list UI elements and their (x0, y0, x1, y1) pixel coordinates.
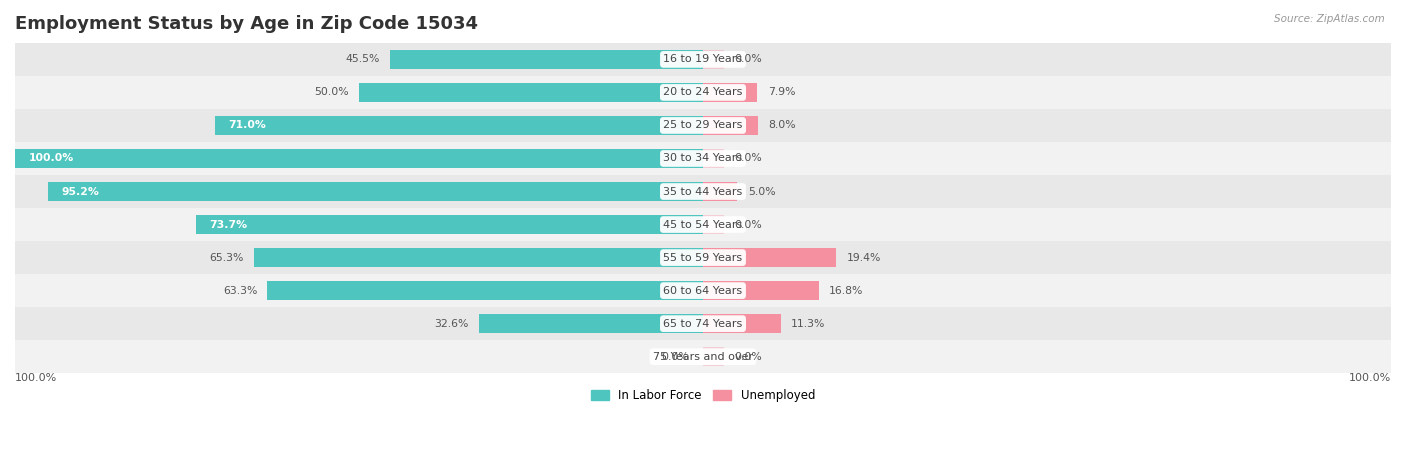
Bar (15, 76, 1391, 109)
Bar (703, 149, 724, 168)
Text: 75 Years and over: 75 Years and over (652, 352, 754, 362)
Bar (703, 215, 724, 234)
Text: 25 to 29 Years: 25 to 29 Years (664, 120, 742, 130)
Text: 5.0%: 5.0% (748, 187, 775, 197)
Legend: In Labor Force, Unemployed: In Labor Force, Unemployed (586, 384, 820, 407)
Text: 65.3%: 65.3% (209, 253, 243, 262)
Text: 35 to 44 Years: 35 to 44 Years (664, 187, 742, 197)
Text: 16.8%: 16.8% (830, 285, 863, 295)
Bar (215, 116, 703, 135)
Text: 0.0%: 0.0% (661, 352, 689, 362)
Text: 50.0%: 50.0% (314, 87, 349, 97)
Bar (15, 208, 1391, 241)
Text: 45 to 54 Years: 45 to 54 Years (664, 220, 742, 230)
Text: 73.7%: 73.7% (209, 220, 247, 230)
Text: 7.9%: 7.9% (768, 87, 796, 97)
Text: 95.2%: 95.2% (62, 187, 100, 197)
Text: 19.4%: 19.4% (846, 253, 882, 262)
Bar (15, 274, 1391, 307)
Bar (703, 314, 780, 333)
Bar (703, 116, 758, 135)
Bar (703, 281, 818, 300)
Text: 0.0%: 0.0% (734, 352, 762, 362)
Bar (478, 314, 703, 333)
Bar (703, 83, 758, 102)
Text: 100.0%: 100.0% (1348, 373, 1391, 383)
Text: 55 to 59 Years: 55 to 59 Years (664, 253, 742, 262)
Text: 65 to 74 Years: 65 to 74 Years (664, 318, 742, 329)
Text: 20 to 24 Years: 20 to 24 Years (664, 87, 742, 97)
Text: 30 to 34 Years: 30 to 34 Years (664, 153, 742, 163)
Bar (389, 50, 703, 69)
Bar (703, 347, 724, 366)
Bar (15, 340, 1391, 373)
Text: 100.0%: 100.0% (28, 153, 75, 163)
Bar (48, 182, 703, 201)
Text: Employment Status by Age in Zip Code 15034: Employment Status by Age in Zip Code 150… (15, 15, 478, 33)
Text: 0.0%: 0.0% (734, 153, 762, 163)
Bar (15, 175, 1391, 208)
Text: 60 to 64 Years: 60 to 64 Years (664, 285, 742, 295)
Bar (253, 248, 703, 267)
Text: 0.0%: 0.0% (734, 55, 762, 64)
Text: 0.0%: 0.0% (734, 220, 762, 230)
Text: 71.0%: 71.0% (228, 120, 266, 130)
Bar (359, 83, 703, 102)
Text: 16 to 19 Years: 16 to 19 Years (664, 55, 742, 64)
Bar (15, 43, 1391, 76)
Text: 8.0%: 8.0% (768, 120, 796, 130)
Bar (703, 182, 737, 201)
Text: Source: ZipAtlas.com: Source: ZipAtlas.com (1274, 14, 1385, 23)
Bar (15, 109, 1391, 142)
Text: 45.5%: 45.5% (346, 55, 380, 64)
Text: 100.0%: 100.0% (15, 373, 58, 383)
Bar (267, 281, 703, 300)
Bar (195, 215, 703, 234)
Bar (15, 307, 1391, 340)
Bar (703, 248, 837, 267)
Bar (15, 142, 1391, 175)
Text: 63.3%: 63.3% (222, 285, 257, 295)
Bar (15, 149, 703, 168)
Text: 32.6%: 32.6% (434, 318, 468, 329)
Bar (703, 50, 724, 69)
Text: 11.3%: 11.3% (792, 318, 825, 329)
Bar (15, 241, 1391, 274)
